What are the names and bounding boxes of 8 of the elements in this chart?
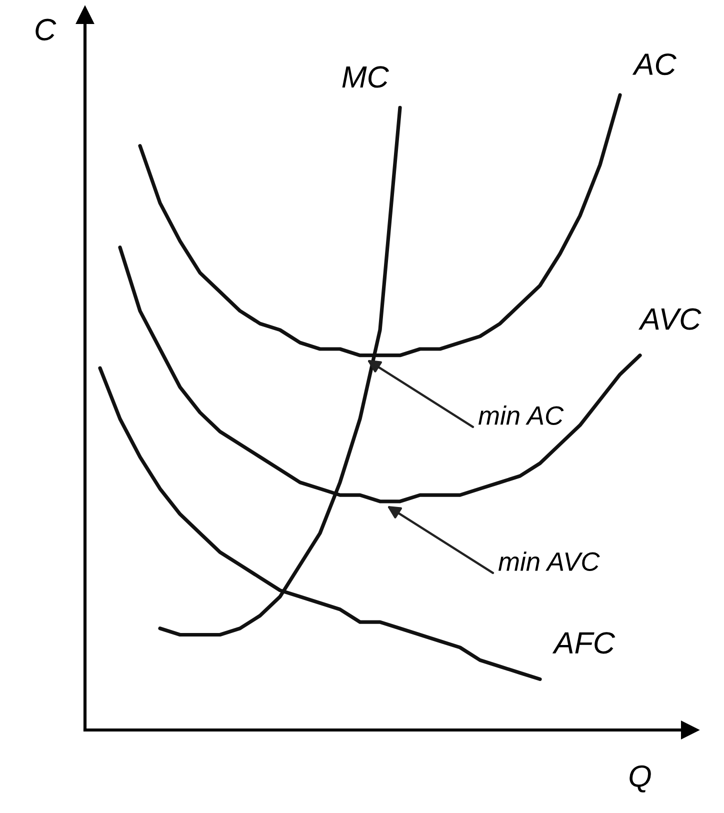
series-label: AFC bbox=[552, 632, 616, 654]
annotation: min AVC bbox=[498, 552, 600, 571]
series-label: AVC bbox=[638, 308, 702, 330]
series-label: AC bbox=[632, 53, 676, 76]
series-label: MC bbox=[342, 66, 390, 88]
annotation: min AC bbox=[478, 406, 564, 425]
y-axis-title: C bbox=[36, 18, 56, 40]
x-axis-title: Q bbox=[630, 765, 651, 792]
